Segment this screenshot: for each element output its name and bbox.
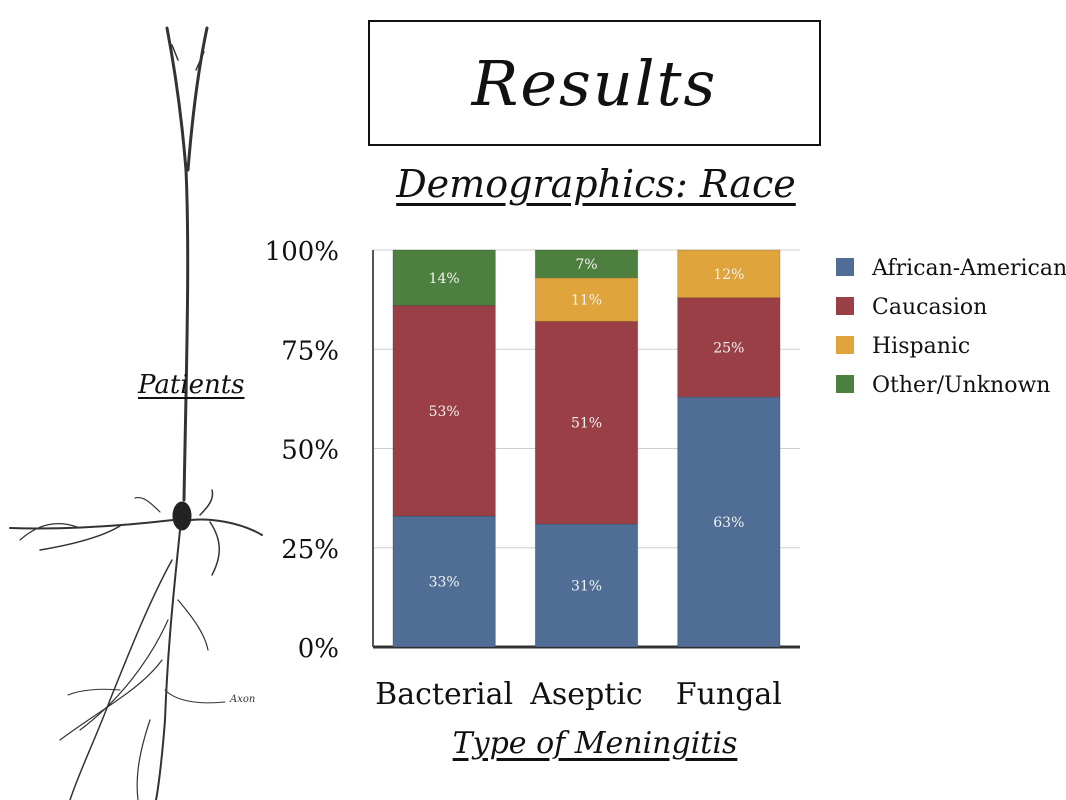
x-tick-label: Aseptic: [529, 677, 642, 712]
data-label: 7%: [575, 257, 597, 273]
x-axis-label: Type of Meningitis: [452, 726, 738, 761]
y-tick-label: 0%: [298, 634, 339, 664]
bar-segment: [392, 249, 496, 307]
y-axis-label: Patients: [138, 370, 245, 400]
legend-swatch: [836, 297, 854, 315]
legend-swatch: [836, 336, 854, 354]
data-label: 53%: [429, 404, 460, 420]
y-tick-label: 25%: [281, 535, 339, 565]
x-tick-label: Fungal: [676, 677, 782, 712]
legend-swatch: [836, 375, 854, 393]
legend-swatch: [836, 258, 854, 276]
data-label: 31%: [571, 578, 602, 594]
data-label: 12%: [713, 267, 744, 283]
bar-segment: [677, 297, 781, 398]
bar-segment: [677, 396, 781, 648]
bar-segment: [392, 305, 496, 517]
y-tick-label: 50%: [281, 436, 339, 466]
bar-segment: [534, 320, 639, 525]
bar-segment: [534, 523, 639, 648]
data-label: 25%: [713, 340, 744, 356]
legend-label: Caucasion: [872, 295, 987, 320]
data-label: 11%: [571, 293, 602, 309]
data-label: 63%: [713, 515, 744, 531]
legend-label: Other/Unknown: [872, 373, 1050, 398]
data-label: 14%: [429, 271, 460, 287]
chart-title: Demographics: Race: [396, 162, 796, 206]
legend-label: African-American: [871, 256, 1066, 281]
bar-segment: [534, 249, 639, 279]
data-label: 51%: [571, 416, 602, 432]
bar-segment: [392, 515, 496, 648]
data-label: 33%: [429, 574, 460, 590]
bar-segment: [677, 249, 781, 299]
slide-title: Results: [368, 20, 821, 146]
axon-label: Axon: [230, 694, 256, 705]
y-tick-label: 100%: [265, 237, 339, 267]
legend-label: Hispanic: [872, 334, 970, 359]
y-tick-label: 75%: [281, 336, 339, 366]
x-tick-label: Bacterial: [375, 677, 513, 712]
